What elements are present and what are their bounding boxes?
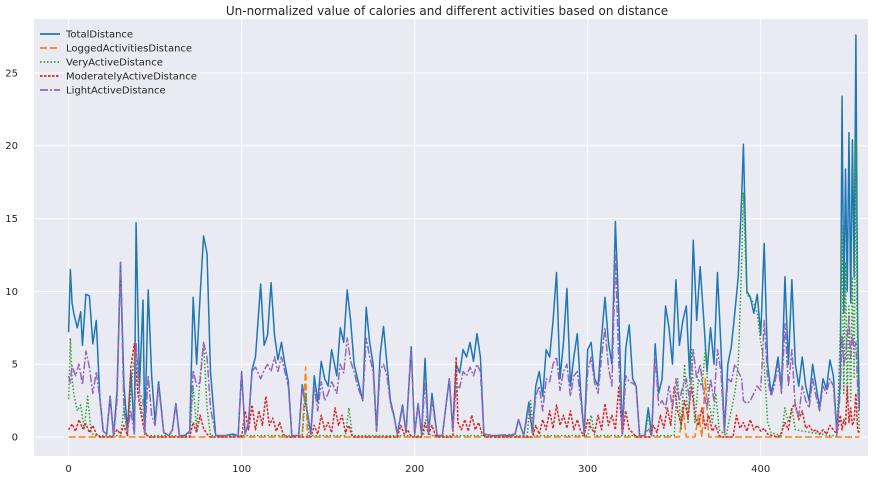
series-line-TotalDistance <box>67 34 861 437</box>
x-tick-label: 300 <box>578 464 597 475</box>
legend: TotalDistance LoggedActivitiesDistance Ver… <box>40 30 197 97</box>
series-lines <box>67 34 861 438</box>
y-tick-label: 25 <box>5 68 18 79</box>
legend-label: TotalDistance <box>65 30 133 41</box>
y-tick-label: 5 <box>12 360 18 371</box>
legend-label: LightActiveDistance <box>66 86 166 97</box>
y-tick-label: 10 <box>5 287 18 298</box>
series-line-LightActiveDistance <box>67 254 861 437</box>
x-tick-label: 100 <box>232 464 251 475</box>
y-tick-label: 15 <box>5 214 18 225</box>
series-line-ModeratelyActiveDistance <box>67 343 861 438</box>
legend-label: ModeratelyActiveDistance <box>66 72 197 83</box>
plot-background <box>34 19 868 456</box>
legend-label: VeryActiveDistance <box>66 58 163 69</box>
grid-lines <box>34 19 868 456</box>
x-tick-label: 400 <box>751 464 770 475</box>
chart-title: Un-normalized value of calories and diff… <box>226 4 668 18</box>
legend-label: LoggedActivitiesDistance <box>66 44 192 55</box>
x-tick-label: 0 <box>65 464 71 475</box>
y-tick-label: 20 <box>5 141 18 152</box>
x-tick-label: 200 <box>405 464 424 475</box>
y-tick-label: 0 <box>12 433 18 444</box>
tick-labels: 0 100 200 300 400 0 5 10 15 20 25 <box>5 68 770 475</box>
